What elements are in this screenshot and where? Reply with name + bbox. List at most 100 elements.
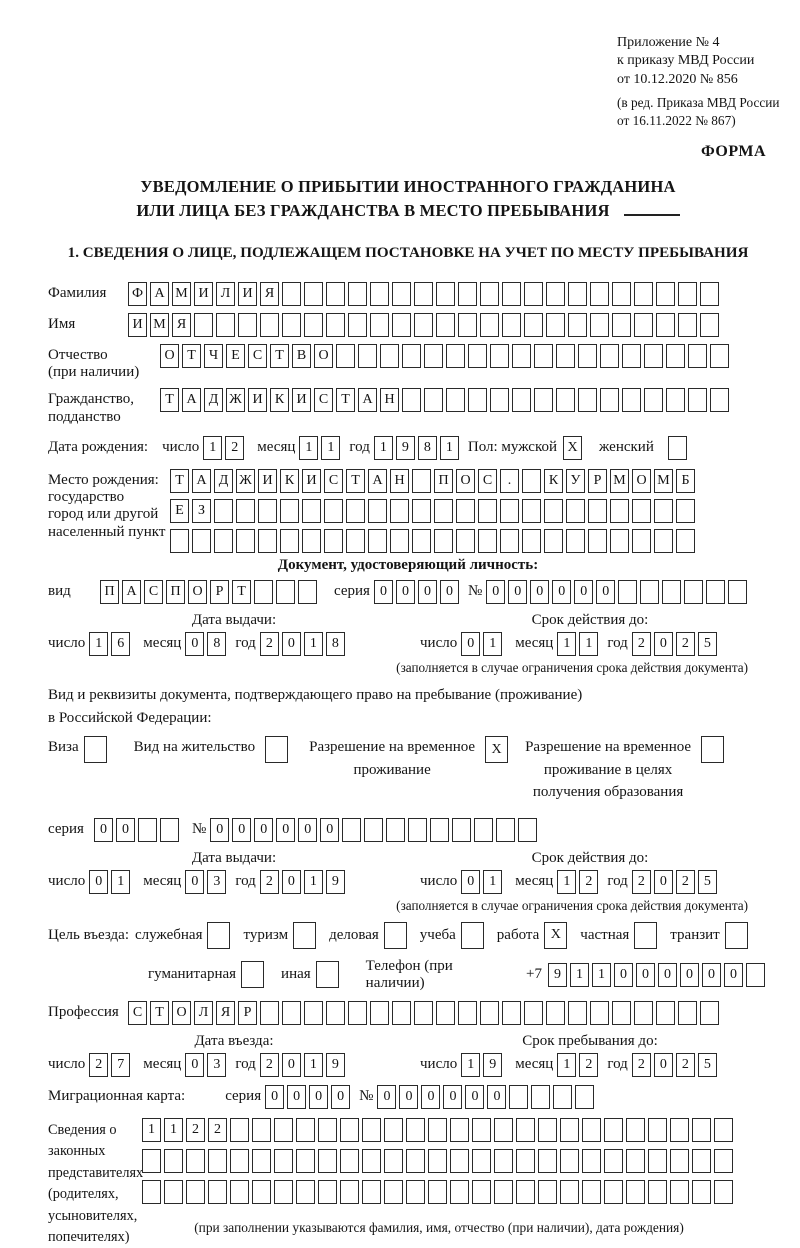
char-box[interactable]: 2	[259, 869, 279, 894]
char-box[interactable]	[502, 312, 521, 337]
char-box[interactable]: 1	[483, 869, 503, 894]
char-box[interactable]	[692, 1148, 711, 1173]
char-box[interactable]: 9	[395, 435, 415, 460]
char-box[interactable]	[714, 1148, 733, 1173]
char-box[interactable]	[340, 1148, 359, 1173]
char-box[interactable]: 0	[653, 1052, 673, 1077]
char-box[interactable]	[384, 1179, 403, 1204]
char-box[interactable]: 8	[207, 631, 227, 656]
char-box[interactable]: 0	[417, 579, 437, 604]
char-box[interactable]: 0	[596, 579, 616, 604]
char-box[interactable]	[568, 1000, 587, 1025]
char-box[interactable]: П	[434, 468, 453, 493]
char-box[interactable]	[390, 528, 409, 553]
char-box[interactable]	[472, 1148, 491, 1173]
char-box[interactable]	[207, 921, 231, 949]
char-box[interactable]	[509, 1084, 529, 1109]
char-box[interactable]	[472, 1117, 491, 1142]
char-box[interactable]	[392, 1000, 411, 1025]
char-box[interactable]	[706, 579, 726, 604]
char-box[interactable]	[546, 281, 565, 306]
char-box[interactable]	[326, 281, 345, 306]
char-box[interactable]	[494, 1148, 513, 1173]
char-box[interactable]	[170, 528, 189, 553]
char-box[interactable]: 0	[281, 869, 301, 894]
char-box[interactable]	[446, 388, 465, 413]
char-box[interactable]	[370, 1000, 389, 1025]
char-box[interactable]	[208, 1179, 227, 1204]
char-box[interactable]	[500, 498, 519, 523]
char-box[interactable]	[568, 312, 587, 337]
char-box[interactable]	[428, 1148, 447, 1173]
char-box[interactable]	[560, 1179, 579, 1204]
char-box[interactable]	[412, 468, 431, 493]
char-box[interactable]: Л	[194, 1000, 213, 1025]
char-box[interactable]	[688, 343, 707, 368]
char-box[interactable]: Р	[210, 579, 229, 604]
char-box[interactable]	[436, 281, 455, 306]
char-box[interactable]: 0	[399, 1084, 419, 1109]
char-box[interactable]	[701, 736, 725, 764]
char-box[interactable]	[362, 1179, 381, 1204]
char-box[interactable]: 0	[614, 962, 633, 987]
char-box[interactable]	[164, 1148, 183, 1173]
char-box[interactable]: 5	[697, 869, 717, 894]
char-box[interactable]: С	[478, 468, 497, 493]
char-box[interactable]: Т	[170, 468, 189, 493]
char-box[interactable]	[490, 388, 509, 413]
char-box[interactable]: М	[150, 312, 169, 337]
char-box[interactable]: 1	[579, 631, 599, 656]
char-box[interactable]: 2	[675, 631, 695, 656]
char-box[interactable]	[678, 312, 697, 337]
char-box[interactable]: 0	[309, 1084, 329, 1109]
char-box[interactable]	[582, 1117, 601, 1142]
char-box[interactable]: И	[194, 281, 213, 306]
char-box[interactable]: Т	[150, 1000, 169, 1025]
char-box[interactable]	[472, 1179, 491, 1204]
char-box[interactable]	[670, 1148, 689, 1173]
char-box[interactable]	[710, 343, 729, 368]
char-box[interactable]	[676, 528, 695, 553]
char-box[interactable]: И	[238, 281, 257, 306]
char-box[interactable]: 0	[373, 579, 393, 604]
char-box[interactable]	[480, 312, 499, 337]
char-box[interactable]: 1	[203, 435, 223, 460]
char-box[interactable]	[260, 1000, 279, 1025]
char-box[interactable]	[348, 312, 367, 337]
char-box[interactable]	[214, 498, 233, 523]
char-box[interactable]	[553, 1084, 573, 1109]
char-box[interactable]	[600, 388, 619, 413]
char-box[interactable]	[692, 1117, 711, 1142]
char-box[interactable]: Т	[346, 468, 365, 493]
char-box[interactable]: 9	[325, 869, 345, 894]
char-box[interactable]: 1	[164, 1117, 183, 1142]
char-box[interactable]: 1	[299, 435, 319, 460]
char-box[interactable]	[578, 388, 597, 413]
char-box[interactable]: А	[150, 281, 169, 306]
char-box[interactable]: А	[122, 579, 141, 604]
char-box[interactable]	[578, 343, 597, 368]
char-box[interactable]: 2	[579, 1052, 599, 1077]
char-box[interactable]	[230, 1117, 249, 1142]
char-box[interactable]	[714, 1117, 733, 1142]
char-box[interactable]	[436, 1000, 455, 1025]
char-box[interactable]	[496, 817, 516, 842]
char-box[interactable]: 0	[724, 962, 743, 987]
char-box[interactable]	[386, 817, 406, 842]
char-box[interactable]: 1	[303, 869, 323, 894]
char-box[interactable]	[216, 312, 235, 337]
char-box[interactable]	[252, 1179, 271, 1204]
char-box[interactable]: К	[270, 388, 289, 413]
char-box[interactable]: Ж	[226, 388, 245, 413]
char-box[interactable]: X	[485, 736, 509, 764]
char-box[interactable]	[474, 817, 494, 842]
char-box[interactable]	[654, 498, 673, 523]
char-box[interactable]	[450, 1179, 469, 1204]
char-box[interactable]	[370, 312, 389, 337]
char-box[interactable]	[662, 579, 682, 604]
char-box[interactable]	[538, 1179, 557, 1204]
char-box[interactable]: 1	[557, 869, 577, 894]
char-box[interactable]	[490, 343, 509, 368]
char-box[interactable]: Е	[226, 343, 245, 368]
char-box[interactable]: 2	[631, 1052, 651, 1077]
